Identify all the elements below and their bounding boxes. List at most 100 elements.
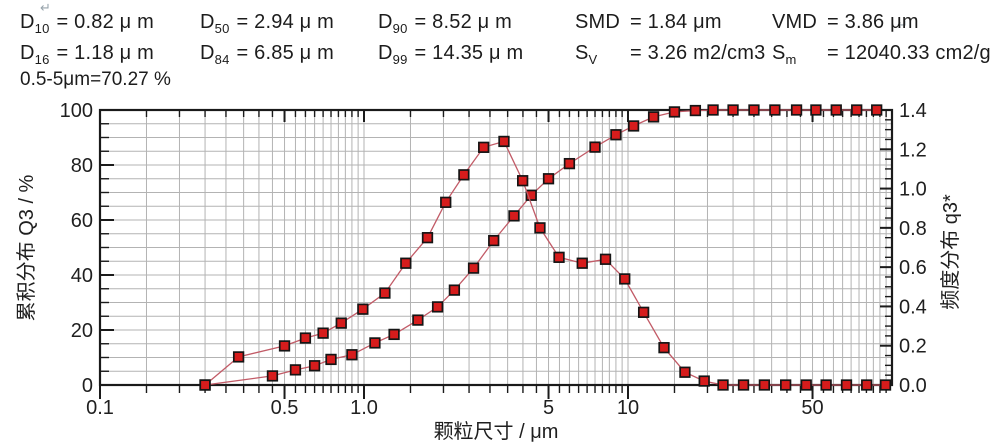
tick-labels: 0.1 0.5 1.0 5 10 50 0 20 40 60 80 100 0.0 0.2 0.4 0.6 0.…: [60, 100, 927, 419]
return-mark: ↵: [40, 0, 51, 15]
y-right-tick-label: 1.2: [899, 139, 927, 161]
stat-d16-name: D16: [20, 42, 50, 67]
stat-d50-value: = 2.94 μ m: [236, 11, 334, 33]
axis-titles: 颗粒尺寸 / μm 累积分布 Q3 / % 频度分布 q3*: [15, 174, 962, 443]
x-tick-label: 0.5: [271, 397, 299, 419]
data-point-marker: [412, 314, 424, 326]
data-point-marker: [737, 379, 750, 391]
data-point-marker: [599, 253, 612, 265]
stat-d84-name: D84: [200, 42, 230, 67]
data-point-marker: [748, 104, 760, 116]
stat-d84: D84 = 6.85 μ m: [200, 42, 334, 67]
data-point-marker: [400, 257, 412, 269]
stat-d16-value: = 1.18 μ m: [56, 42, 154, 64]
stat-smd-name: SMD: [575, 11, 621, 33]
data-point-marker: [308, 360, 321, 372]
data-point-marker: [357, 303, 369, 315]
series-cumulative-q3: [199, 104, 883, 391]
stat-d99: D99 = 14.35 μ m: [378, 42, 524, 66]
data-point-marker: [658, 342, 670, 354]
stat-d10-value: = 0.82 μ m: [56, 11, 154, 33]
y-right-tick-label: 0.4: [899, 296, 927, 318]
data-point-marker: [299, 332, 312, 344]
y-right-tick-label: 0.6: [899, 257, 927, 279]
data-point-marker: [576, 257, 588, 269]
data-point-marker: [388, 328, 400, 341]
stat-vmd-name: VMD: [772, 11, 818, 33]
data-point-marker: [346, 349, 358, 361]
y-right-tick-label: 0.8: [899, 218, 927, 240]
data-point-marker: [610, 129, 622, 141]
data-point-marker: [232, 351, 245, 363]
x-tick-label: 0.1: [86, 397, 114, 419]
data-point-marker: [637, 306, 650, 318]
grid: [100, 110, 892, 385]
data-point-marker: [498, 135, 510, 148]
data-point-marker: [458, 169, 470, 181]
data-point-marker: [467, 262, 480, 274]
stat-vmd: VMD = 3.86 μm: [772, 11, 919, 34]
stat-sv: SV = 3.26 m2/cm3: [575, 42, 765, 66]
data-point-marker: [563, 157, 576, 170]
data-point-marker: [508, 210, 520, 222]
data-point-marker: [679, 366, 691, 378]
data-point-marker: [627, 120, 640, 132]
stat-sm-value: = 12040.33 cm2/g: [827, 42, 991, 64]
data-point-marker: [698, 375, 710, 387]
data-point-marker: [800, 379, 812, 391]
data-point-marker: [668, 106, 681, 118]
stat-d99-value: = 14.35 μ m: [414, 42, 524, 64]
data-point-marker: [542, 173, 555, 185]
stat-smd-value: = 1.84 μm: [630, 11, 722, 33]
data-point-marker: [727, 104, 739, 116]
data-point-marker: [325, 353, 337, 366]
data-point-marker: [780, 379, 792, 391]
data-point-marker: [379, 287, 391, 299]
data-point-marker: [525, 189, 537, 201]
data-point-marker: [589, 141, 601, 153]
data-point-marker: [647, 111, 660, 123]
data-point-marker: [861, 379, 873, 391]
data-point-marker: [478, 141, 490, 153]
data-point-marker: [199, 379, 211, 391]
stat-d90: D90 = 8.52 μ m: [378, 11, 512, 36]
data-point-marker: [278, 340, 291, 352]
stat-sv-value: = 3.26 m2/cm3: [630, 42, 766, 64]
data-point-marker: [619, 273, 631, 285]
y-right-tick-label: 0.0: [899, 375, 927, 397]
stat-fraction-0p5-5um: 0.5-5μm=70.27 %: [20, 69, 171, 90]
stat-d10-name: D10: [20, 11, 50, 36]
stat-d90-name: D90: [378, 11, 408, 36]
data-point-marker: [440, 196, 452, 208]
data-point-marker: [488, 234, 500, 247]
data-point-marker: [790, 104, 803, 116]
y-right-axis-title: 频度分布 q3*: [939, 194, 962, 310]
data-point-marker: [769, 104, 781, 116]
y-left-tick-label: 0: [82, 375, 93, 397]
data-point-marker: [266, 370, 279, 382]
data-point-marker: [421, 232, 434, 244]
y-left-tick-label: 80: [71, 155, 93, 177]
y-left-tick-label: 60: [71, 210, 93, 232]
data-point-marker: [431, 301, 444, 313]
data-point-marker: [317, 327, 329, 339]
x-tick-label: 5: [543, 397, 554, 419]
data-point-marker: [448, 284, 461, 296]
return-mark: ↵: [897, 17, 908, 32]
series-frequency-q3star: [199, 135, 892, 391]
data-point-marker: [534, 222, 546, 234]
data-point-marker: [820, 379, 832, 391]
y-right-tick-label: 0.2: [899, 336, 927, 358]
data-point-marker: [879, 379, 892, 391]
y-left-tick-label: 40: [71, 265, 93, 287]
stat-d16: D16 = 1.18 μ m: [20, 42, 154, 67]
data-point-marker: [830, 104, 842, 116]
x-tick-label: 1.0: [350, 397, 378, 419]
data-point-marker: [851, 104, 863, 116]
x-axis-title: 颗粒尺寸 / μm: [434, 420, 559, 443]
data-point-marker: [871, 104, 883, 116]
y-right-tick-label: 1.4: [899, 100, 927, 122]
y-left-tick-label: 100: [60, 100, 93, 122]
